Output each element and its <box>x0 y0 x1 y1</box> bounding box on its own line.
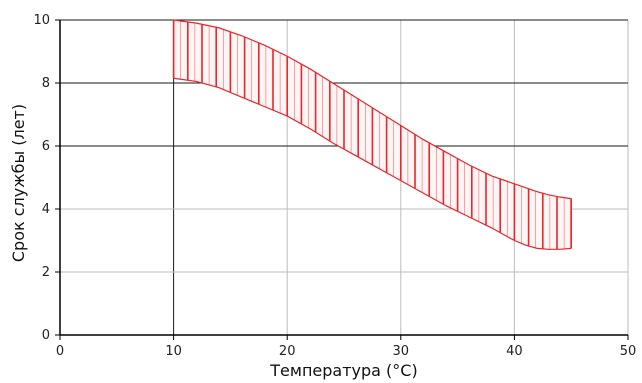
x-axis-title: Температура (°C) <box>269 361 417 380</box>
axes <box>55 19 629 340</box>
tick-labels: 0 10 20 30 40 50 0 2 4 6 8 10 <box>33 13 636 359</box>
x-tick-label: 0 <box>56 344 64 359</box>
y-tick-label: 6 <box>42 139 50 154</box>
grid <box>60 19 629 335</box>
y-axis-title: Срок службы (лет) <box>9 104 28 262</box>
y-tick-label: 10 <box>33 13 50 28</box>
band-upper-curve <box>173 19 572 200</box>
y-tick-label: 2 <box>42 265 50 280</box>
x-tick-label: 20 <box>279 344 296 359</box>
x-tick-label: 30 <box>393 344 410 359</box>
x-tick-label: 50 <box>620 344 637 359</box>
y-tick-label: 0 <box>42 328 50 343</box>
y-tick-label: 8 <box>42 76 50 91</box>
band-lower-curve <box>173 77 572 250</box>
x-tick-label: 40 <box>506 344 523 359</box>
y-tick-label: 4 <box>42 202 50 217</box>
temperature-lifetime-band <box>172 19 573 250</box>
x-tick-label: 10 <box>165 344 182 359</box>
